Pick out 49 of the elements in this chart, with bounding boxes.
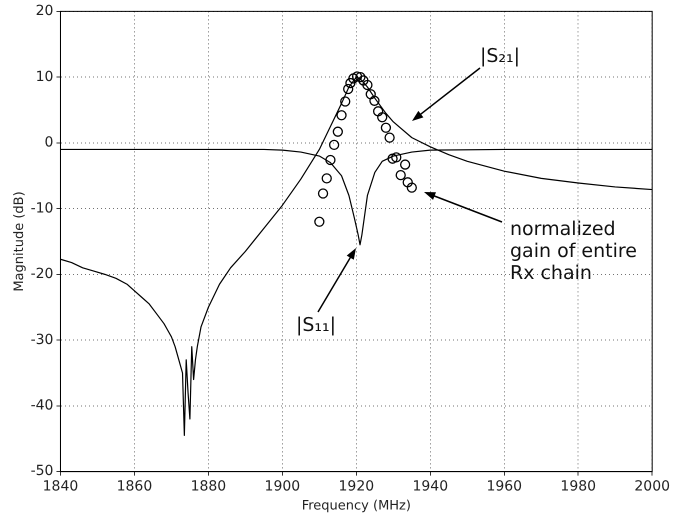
point <box>332 126 343 137</box>
point <box>358 75 369 86</box>
x-tick-label: 1920 <box>338 478 374 495</box>
point <box>328 140 340 150</box>
y-tick-label: 20 <box>36 3 54 20</box>
y-tick-label: -20 <box>30 266 54 282</box>
point <box>325 154 336 166</box>
point <box>340 96 350 107</box>
point <box>384 132 395 143</box>
point <box>396 170 406 180</box>
annotation: |S₂₁| <box>480 44 520 67</box>
point <box>372 106 384 116</box>
point <box>366 89 376 100</box>
point <box>345 78 356 88</box>
point <box>406 182 417 193</box>
y-tick-label: -50 <box>30 463 54 480</box>
x-tick-label: 1900 <box>264 478 300 495</box>
x-tick-label: 1880 <box>190 478 226 495</box>
y-tick-label: -10 <box>30 200 54 216</box>
y-tick-label: -30 <box>30 332 54 348</box>
point <box>318 188 328 199</box>
point <box>402 177 413 188</box>
y-tick-label: 10 <box>36 68 54 85</box>
x-tick-label: 2000 <box>634 478 670 495</box>
x-tick-label: 1840 <box>42 478 78 495</box>
y-tick-label: -40 <box>30 398 54 414</box>
point <box>348 73 359 84</box>
point <box>343 84 354 94</box>
point <box>355 72 366 82</box>
annotation: normalized gain of entire Rx chain <box>510 218 637 284</box>
x-tick-label: 1980 <box>560 478 596 495</box>
x-tick-label: 1960 <box>486 478 522 495</box>
annotation: |S₁₁| <box>296 314 336 336</box>
point <box>380 122 392 133</box>
point <box>352 71 362 82</box>
y-tick-label: 0 <box>44 134 54 151</box>
point <box>336 110 347 120</box>
x-axis-title: Frequency (MHz) <box>302 498 411 514</box>
point <box>391 152 402 162</box>
point <box>362 80 373 90</box>
x-tick-label: 1860 <box>116 478 152 495</box>
point <box>322 173 332 184</box>
point <box>387 154 398 164</box>
x-tick-label: 1940 <box>412 478 448 495</box>
point <box>400 159 410 170</box>
point <box>369 96 380 106</box>
point <box>377 112 388 122</box>
y-axis-title: Magnitude (dB) <box>12 191 28 292</box>
point <box>314 216 324 227</box>
